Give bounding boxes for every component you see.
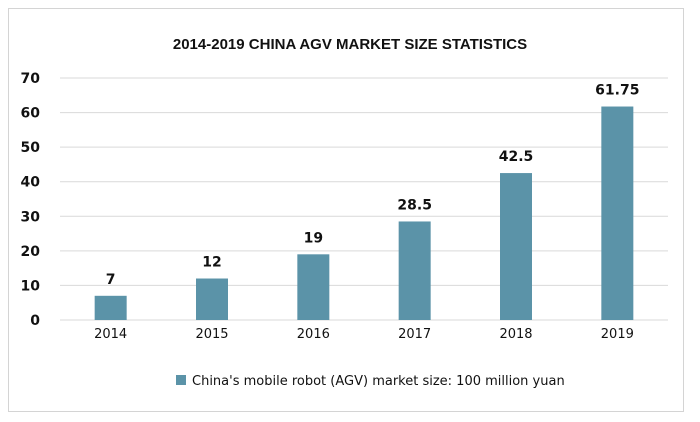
- x-tick-label: 2016: [297, 327, 330, 342]
- data-label: 12: [202, 255, 221, 271]
- data-label: 61.75: [595, 83, 639, 99]
- y-tick-label: 30: [21, 209, 41, 225]
- data-label: 19: [304, 230, 323, 246]
- y-axis-ticks: 0 10 20 30 40 50 60 70: [21, 71, 41, 329]
- legend-swatch: [176, 375, 186, 385]
- legend-label: China's mobile robot (AGV) market size: …: [192, 374, 565, 389]
- x-tick-label: 2017: [398, 327, 431, 342]
- legend: China's mobile robot (AGV) market size: …: [176, 374, 565, 389]
- bar: [94, 295, 127, 320]
- bar: [196, 278, 228, 320]
- data-label: 42.5: [499, 149, 534, 165]
- y-tick-label: 70: [21, 71, 41, 87]
- x-tick-label: 2018: [499, 327, 532, 342]
- x-axis-ticks: 2014 2015 2016 2017 2018 2019: [94, 327, 634, 342]
- gridlines: [60, 77, 668, 321]
- x-tick-label: 2019: [601, 327, 634, 342]
- y-tick-label: 60: [21, 106, 41, 122]
- chart-frame: [8, 8, 684, 412]
- bar: [601, 106, 634, 321]
- y-tick-label: 50: [21, 140, 41, 156]
- chart-title: 2014-2019 CHINA AGV MARKET SIZE STATISTI…: [173, 36, 527, 53]
- bars: [94, 106, 634, 321]
- bar: [500, 173, 532, 320]
- bar: [297, 254, 330, 320]
- data-label: 7: [106, 272, 116, 288]
- y-tick-label: 40: [21, 175, 41, 191]
- x-tick-label: 2014: [94, 327, 127, 342]
- y-tick-label: 10: [21, 278, 41, 294]
- bar: [398, 221, 431, 320]
- x-tick-label: 2015: [195, 327, 228, 342]
- data-label: 28.5: [397, 197, 432, 213]
- y-tick-label: 20: [21, 244, 41, 260]
- y-tick-label: 0: [30, 313, 40, 329]
- data-labels: 7 12 19 28.5 42.5 61.75: [106, 83, 640, 288]
